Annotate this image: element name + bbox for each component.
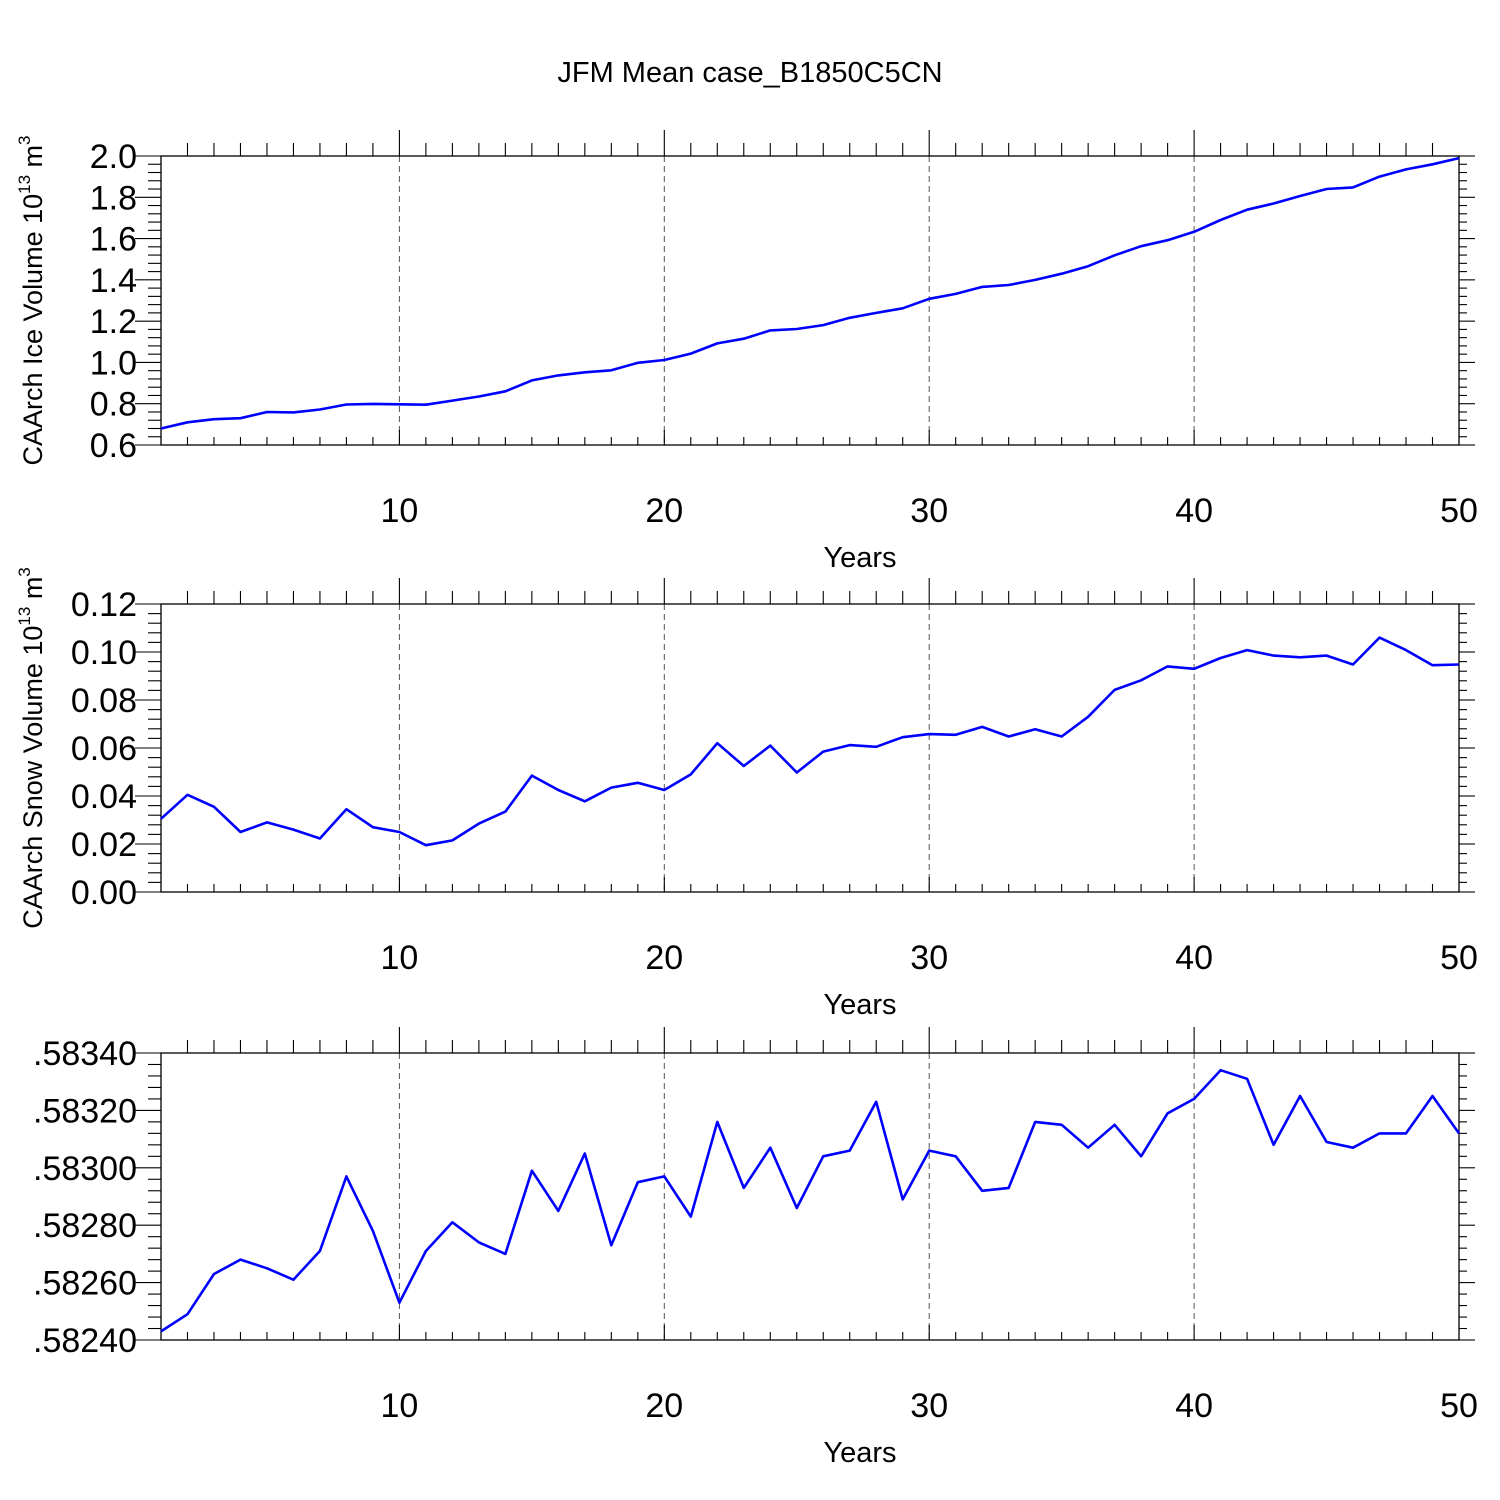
chart0-ytick-label-4: 1.4 [90, 262, 137, 300]
chart2-xtick-label-50: 50 [1440, 1387, 1478, 1425]
chart1-ytick-label-0: 0.00 [71, 874, 137, 912]
chart2-plot-frame [160, 1052, 1460, 1341]
chart2-ytick-label-3: .58300 [33, 1150, 137, 1188]
chart0-ytick-label-1: 0.8 [90, 386, 137, 424]
figure-title: JFM Mean case_B1850C5CN [557, 57, 942, 89]
chart2-ytick-label-1: .58260 [33, 1265, 137, 1303]
chart1-ytick-label-4: 0.08 [71, 682, 137, 720]
chart0-xtick-label-10: 10 [380, 492, 418, 530]
chart0-ytick-label-5: 1.6 [90, 221, 137, 259]
chart0-ytick-label-2: 1.0 [90, 344, 137, 382]
chart1-xtick-label-20: 20 [645, 939, 683, 977]
chart1-xtick-label-40: 40 [1175, 939, 1213, 977]
chart0-ytick-label-7: 2.0 [90, 138, 137, 176]
chart2-series-line [160, 1068, 1461, 1333]
chart0-xtick-label-20: 20 [645, 492, 683, 530]
chart2-ytick-label-5: .58340 [33, 1035, 137, 1073]
chart0-ytick-label-3: 1.2 [90, 303, 137, 341]
panel-ice-volume: 10 20 30 40 50 0.60.8 1.01.21.41.6 1.82.0 Years C… [15, 130, 1478, 574]
chart2-xtick-label-20: 20 [645, 1387, 683, 1425]
chart0-ylabel: CAArch Ice Volume 1013 m3 [15, 135, 48, 465]
chart1-ytick-label-6: 0.12 [71, 586, 137, 624]
chart2-xtick-label-10: 10 [380, 1387, 418, 1425]
chart1-ytick-label-3: 0.06 [71, 730, 137, 768]
chart1-xtick-label-30: 30 [910, 939, 948, 977]
chart0-xtick-label-30: 30 [910, 492, 948, 530]
chart0-xtick-label-50: 50 [1440, 492, 1478, 530]
chart1-ytick-label-2: 0.04 [71, 778, 137, 816]
chart1-ytick-label-5: 0.10 [71, 634, 137, 672]
chart0-plot-frame [160, 155, 1460, 446]
chart1-series-line [160, 636, 1460, 847]
chart1-ytick-label-1: 0.02 [71, 826, 137, 864]
chart2-xtick-label-30: 30 [910, 1387, 948, 1425]
chart1-ylabel: CAArch Snow Volume 1013 m3 [15, 567, 48, 929]
chart0-series-line [160, 156, 1460, 430]
chart2-xtick-label-40: 40 [1175, 1387, 1213, 1425]
chart2-ytick-label-4: .58320 [33, 1092, 137, 1130]
chart1-xtick-label-50: 50 [1440, 939, 1478, 977]
chart0-xlabel: Years [823, 542, 896, 574]
panel-third-series: 10 20 30 40 50 .58240 .58260 .58280 .58300 .58320… [33, 1027, 1478, 1469]
chart1-xlabel: Years [823, 989, 896, 1021]
chart0-ytick-label-6: 1.8 [90, 179, 137, 217]
chart1-plot-frame [160, 603, 1460, 893]
panel-snow-volume: 10 20 30 40 50 0.00 0.02 0.04 0.06 0.08 0.10 0.12 Ye… [15, 567, 1478, 1021]
chart0-xtick-label-40: 40 [1175, 492, 1213, 530]
chart2-xlabel: Years [823, 1437, 896, 1469]
chart2-ytick-label-2: .58280 [33, 1207, 137, 1245]
chart1-xtick-label-10: 10 [380, 939, 418, 977]
chart2-ytick-label-0: .58240 [33, 1322, 137, 1360]
chart0-ytick-label-0: 0.6 [90, 427, 137, 465]
